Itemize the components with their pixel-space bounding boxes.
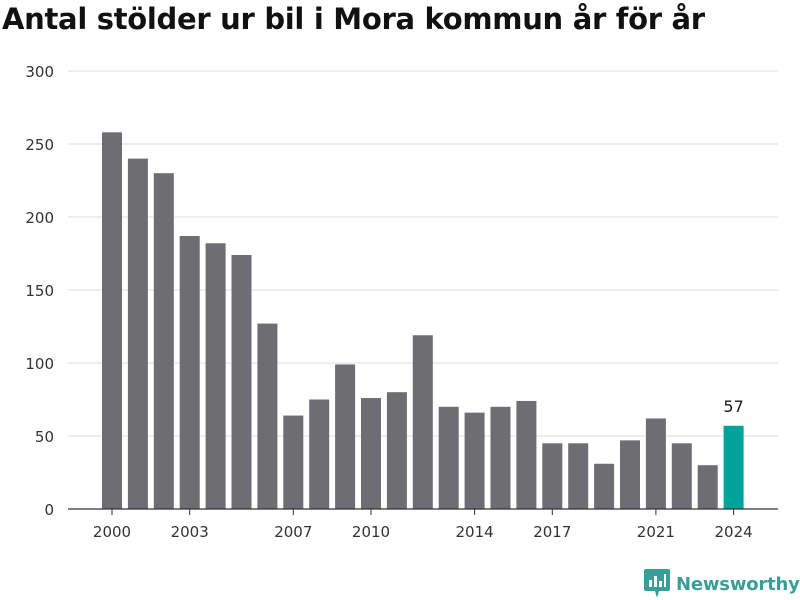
bar-2023 [697, 465, 718, 509]
newsworthy-logo-icon [644, 569, 670, 598]
bar-2014 [464, 412, 485, 509]
data-labels: 57 [723, 397, 743, 416]
bars [102, 132, 744, 510]
y-tick-label: 0 [44, 501, 54, 519]
y-tick-label: 250 [25, 136, 54, 154]
y-tick-label: 150 [25, 282, 54, 300]
data-label-2024: 57 [723, 397, 743, 416]
bar-2021 [645, 418, 666, 509]
bar-2011 [386, 392, 407, 509]
bar-2002 [153, 173, 174, 509]
bar-2005 [231, 254, 252, 509]
x-axis: 2000 2003 2007 2010 2014 2017 2021 2024 [68, 508, 778, 541]
x-tick-label: 2017 [533, 523, 571, 541]
y-tick-label: 50 [35, 428, 54, 446]
newsworthy-brand: Newsworthy [644, 569, 800, 599]
chart-title: Antal stölder ur bil i Mora kommun år fö… [2, 2, 705, 36]
bar-2010 [361, 398, 381, 509]
bar-2001 [127, 158, 148, 509]
bar-2012 [412, 335, 433, 509]
bar-2024 [723, 425, 744, 509]
bar-2004 [205, 243, 226, 509]
x-tick-label: 2021 [637, 523, 675, 541]
bar-2003 [179, 235, 200, 510]
brand-name: Newsworthy [676, 573, 800, 595]
x-tick-label: 2014 [456, 523, 494, 541]
bar-2017 [542, 443, 563, 509]
x-tick-label: 2010 [352, 523, 390, 541]
bar-2022 [671, 443, 692, 509]
bar-2008 [309, 399, 330, 509]
bar-2006 [257, 323, 278, 509]
bar-2015 [490, 406, 511, 509]
bar-2020 [620, 440, 640, 509]
y-tick-label: 300 [25, 63, 54, 81]
bar-2007 [283, 415, 304, 509]
bar-2019 [594, 463, 615, 509]
y-tick-label: 100 [25, 355, 54, 373]
x-tick-label: 2007 [274, 523, 312, 541]
x-tick-label: 2024 [715, 523, 753, 541]
y-axis-ticks: 0 50 100 150 200 250 300 [25, 63, 54, 519]
bar-2009 [335, 364, 356, 509]
bar-2018 [568, 443, 589, 509]
y-tick-label: 200 [25, 209, 54, 227]
x-tick-label: 2000 [93, 523, 131, 541]
bar-2013 [438, 406, 459, 509]
bar-2000 [102, 132, 122, 509]
x-tick-label: 2003 [171, 523, 209, 541]
bar-2016 [516, 400, 537, 509]
